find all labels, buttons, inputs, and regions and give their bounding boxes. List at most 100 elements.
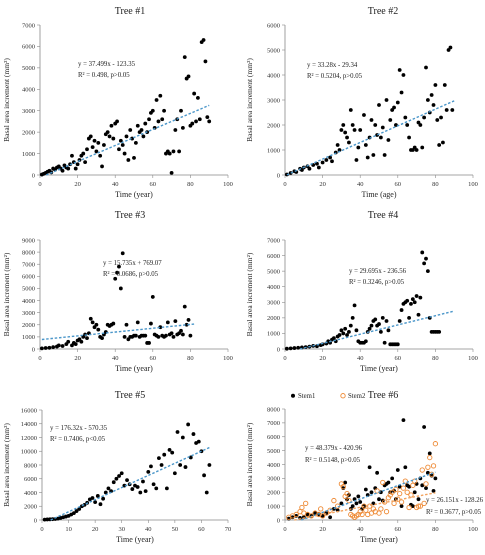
data-point [180, 125, 185, 130]
data-point [344, 490, 350, 497]
y-tick-label: 8000 [24, 462, 37, 469]
data-point [422, 115, 427, 120]
data-point [375, 470, 380, 475]
chart-title: Tree #3 [115, 210, 145, 221]
data-point [382, 340, 387, 345]
data-point [414, 148, 419, 152]
data-point [170, 450, 175, 455]
data-point [437, 329, 442, 334]
data-point [94, 322, 99, 327]
x-tick-label: 10 [65, 526, 72, 533]
data-point [381, 499, 388, 505]
data-point [378, 135, 383, 140]
data-point [93, 500, 98, 505]
regression-annotation: y = 37.499x - 123.35 [78, 61, 136, 68]
data-point [373, 317, 378, 322]
data-point [341, 331, 346, 336]
trend-line [294, 492, 436, 521]
data-point [345, 333, 349, 337]
data-point [348, 108, 353, 112]
y-tick-label: 2000 [267, 490, 280, 497]
data-point [418, 295, 423, 300]
data-point [83, 160, 88, 165]
data-point [180, 435, 185, 440]
data-point [377, 322, 381, 326]
y-tick-label: 4000 [267, 284, 280, 291]
data-point [405, 298, 410, 303]
data-point [348, 323, 353, 328]
y-tick-label: 4000 [22, 298, 35, 305]
data-point [74, 509, 79, 513]
data-point [303, 500, 309, 507]
data-point [380, 125, 385, 130]
chart-panel-tree-3: Tree #3 0 20 40 60 80 100 0 1000 2000 3000 4000 5000… [0, 205, 240, 380]
data-point [316, 165, 321, 170]
data-point [429, 93, 434, 97]
data-point [135, 485, 140, 489]
regression-annotation: R² = 0.498, p>0.05 [78, 72, 130, 79]
data-point [184, 322, 189, 327]
y-tick-label: 1000 [267, 331, 280, 338]
data-point [98, 153, 103, 158]
data-point [284, 346, 289, 351]
data-point [410, 504, 415, 509]
data-point [393, 486, 399, 493]
data-point [154, 486, 159, 491]
x-tick-label: 70 [225, 526, 232, 533]
data-point [165, 320, 170, 325]
data-point [422, 261, 427, 266]
data-point [335, 143, 340, 147]
chart-title: Tree #6 [368, 390, 398, 401]
x-axis-label: Time (year) [115, 364, 153, 373]
y-tick-label: 6000 [22, 44, 35, 51]
chart-panel-tree-2: Tree #2 0 20 40 60 80 100 0 1000 2000 3000 4000 5000… [243, 0, 485, 205]
data-point [424, 65, 428, 70]
data-point [352, 128, 357, 132]
data-point [139, 128, 144, 132]
data-point [320, 160, 325, 165]
y-tick-label: 6000 [267, 434, 280, 441]
data-point [330, 159, 334, 164]
data-point [124, 322, 129, 327]
data-point [354, 158, 359, 162]
data-point [117, 264, 121, 269]
regression-annotation: y = 33.28x - 29.34 [307, 62, 358, 69]
chart-panel-tree-4: Tree #4 0 20 40 60 80 100 0 1000 2000 3000 4000 5000… [243, 205, 485, 380]
data-point [421, 500, 427, 507]
data-point [356, 494, 361, 499]
data-point [167, 151, 172, 156]
x-tick-label: 40 [112, 355, 119, 362]
data-point [328, 155, 333, 160]
x-tick-label: 60 [395, 355, 402, 362]
data-point [347, 329, 351, 334]
data-point [292, 346, 297, 350]
data-point [90, 496, 95, 500]
data-point [156, 334, 161, 339]
data-point [288, 346, 293, 351]
data-point [395, 342, 400, 347]
data-point [90, 145, 95, 150]
data-point [435, 118, 440, 122]
data-point [205, 115, 210, 120]
data-point [100, 336, 104, 340]
y-tick-label: 7000 [267, 420, 280, 427]
data-point [371, 153, 376, 157]
data-point [399, 90, 404, 95]
data-point [203, 59, 208, 64]
data-point [114, 476, 119, 481]
data-point [402, 478, 408, 484]
data-point [188, 455, 193, 460]
y-tick-label: 6000 [22, 274, 35, 281]
data-point [73, 342, 78, 347]
data-point [162, 108, 166, 113]
regression-annotation: R² = 0.7406, p<0.05 [50, 436, 106, 443]
data-point [433, 476, 438, 481]
data-point [386, 138, 391, 142]
data-point [388, 118, 393, 122]
data-point [337, 333, 342, 337]
x-tick-label: 80 [187, 355, 194, 362]
data-point [125, 478, 129, 483]
data-point [425, 464, 431, 470]
data-point [88, 134, 93, 139]
y-tick-label: 0 [32, 346, 35, 353]
